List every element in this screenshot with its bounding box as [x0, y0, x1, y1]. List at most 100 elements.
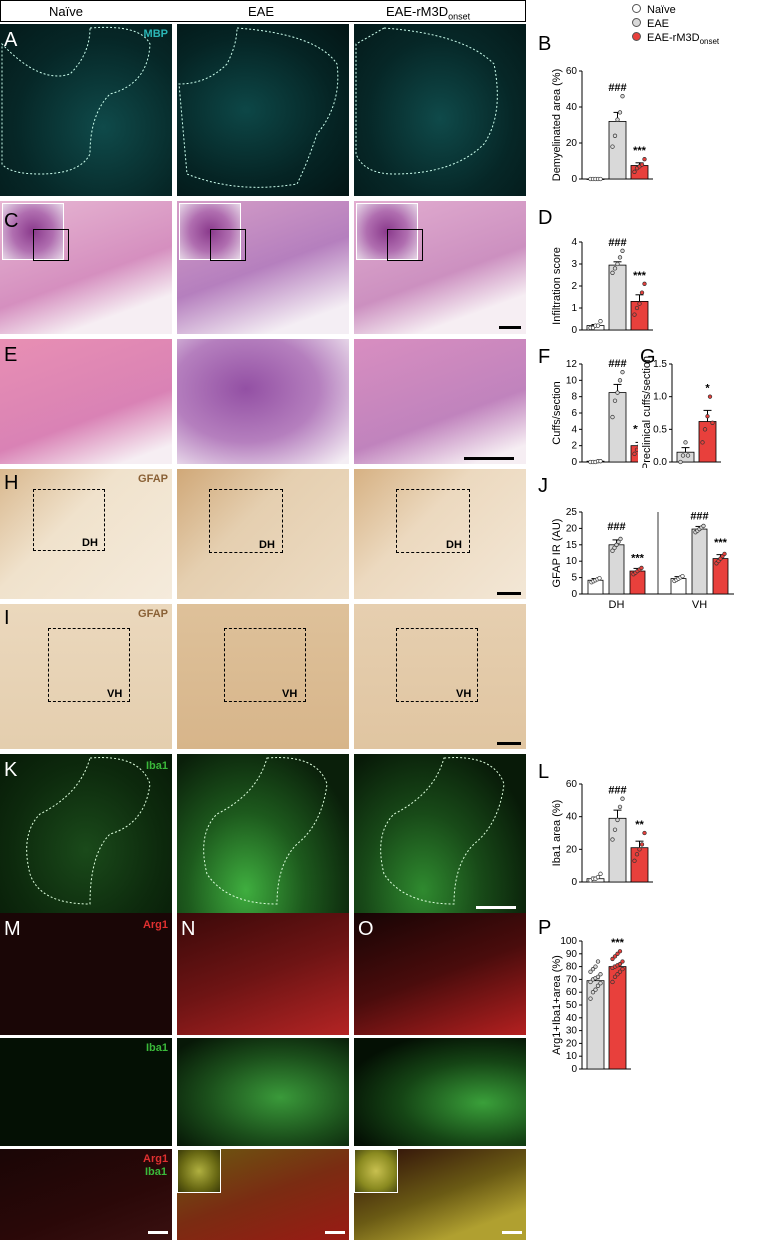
column-header-bar: Naïve EAE EAE-rM3Donset [0, 0, 526, 22]
data-point [632, 858, 637, 863]
stain-label-iba1: Iba1 [145, 760, 168, 772]
panel-k-rm3d [354, 754, 526, 914]
y-axis-label: Preclinical cuffs/section [641, 356, 653, 468]
significance-marker: ### [607, 521, 625, 533]
significance-marker: *** [633, 145, 647, 157]
region-label-vh: VH [456, 688, 472, 700]
data-point [595, 959, 601, 964]
bar [698, 421, 717, 463]
data-point [710, 420, 715, 425]
y-tick-label: 70 [566, 974, 578, 985]
stain-label-mbp: MBP [143, 28, 168, 40]
data-point [610, 548, 615, 553]
panel-e-eae [177, 339, 349, 464]
inset-box [33, 229, 69, 261]
region-label-vh: VH [282, 688, 298, 700]
data-point [617, 255, 623, 260]
data-point [590, 990, 596, 995]
chart-d: 0 1 2 3 4 Infiltration score ### *** [551, 237, 653, 336]
y-tick-label: 5 [571, 573, 577, 584]
data-point [614, 542, 619, 547]
data-point [639, 842, 645, 847]
y-tick-label: 50 [566, 1000, 578, 1011]
data-point [639, 290, 645, 295]
data-point [634, 305, 640, 311]
y-tick-label: 100 [560, 936, 577, 947]
scale-bar [148, 1231, 168, 1234]
roi-box-dh [209, 489, 283, 553]
y-tick-label: 20 [566, 844, 578, 855]
data-point [610, 837, 615, 842]
y-axis-label: Infiltration score [551, 247, 563, 325]
bar [691, 528, 708, 595]
panel-letter-b: B [538, 33, 552, 55]
y-tick-label: 10 [566, 556, 578, 567]
panel-m-arg1: M Arg1 [0, 913, 172, 1035]
panel-m-merge [0, 1149, 172, 1240]
data-point [683, 440, 688, 445]
legend-rm3d: EAE-rM3Donset [647, 32, 720, 47]
panel-e-rm3d [354, 339, 526, 464]
y-tick-label: 60 [566, 779, 578, 790]
data-point [634, 447, 638, 452]
data-point [597, 576, 602, 581]
significance-marker: *** [714, 537, 728, 549]
data-point [617, 378, 623, 383]
y-tick-label: 4 [571, 237, 577, 248]
panel-letter-e: E [4, 344, 18, 366]
data-point [618, 536, 623, 542]
data-point [593, 964, 598, 969]
region-label-dh: DH [446, 539, 462, 551]
panel-n-arg1: N [177, 913, 349, 1035]
data-point [642, 281, 647, 286]
data-point [595, 323, 601, 328]
data-point [632, 451, 637, 456]
y-tick-label: 20 [566, 1038, 578, 1049]
data-point [610, 414, 615, 420]
y-tick-label: 80 [566, 962, 578, 973]
zoom-inset [177, 1149, 221, 1193]
significance-marker: *** [611, 937, 625, 949]
region-label-dh: DH [259, 539, 275, 551]
data-point [632, 312, 637, 317]
scale-bar [497, 592, 521, 595]
y-tick-label: 0 [571, 589, 577, 600]
data-point [639, 565, 644, 571]
column-label-rm3d: EAE-rM3Donset [386, 4, 471, 22]
data-point [620, 796, 625, 801]
panel-letter-l: L [538, 761, 550, 783]
data-point [598, 459, 603, 464]
y-tick-label: 0.5 [653, 424, 667, 435]
significance-marker: ### [608, 82, 626, 94]
y-tick-label: 6 [571, 408, 577, 419]
data-point [617, 969, 623, 974]
data-point [598, 319, 603, 324]
panel-letter-n: N [181, 918, 196, 940]
data-point [610, 956, 615, 962]
data-point [615, 390, 620, 395]
data-point [612, 398, 618, 403]
column-label-eae: EAE [248, 4, 275, 19]
y-axis-label: Cuffs/section [551, 381, 563, 444]
data-point [595, 874, 601, 880]
data-point [612, 266, 618, 271]
panel-letter-d: D [538, 207, 553, 229]
panel-letter-p: P [538, 917, 552, 939]
scale-bar [476, 906, 516, 909]
panel-letter-o: O [358, 918, 374, 940]
panel-n-merge: Arg1 [177, 1149, 349, 1240]
stain-label-arg1: Arg1 [142, 919, 168, 931]
legend: Naïve EAE EAE-rM3Donset [632, 4, 768, 46]
data-point [616, 539, 621, 544]
panel-letter-g: G [640, 346, 656, 368]
data-point [620, 967, 625, 972]
data-point [595, 974, 601, 979]
scale-bar [464, 457, 514, 460]
column-label-naive: Naïve [49, 4, 83, 19]
data-point [642, 830, 647, 836]
roi-box-dh [33, 489, 105, 551]
data-point [612, 954, 618, 959]
